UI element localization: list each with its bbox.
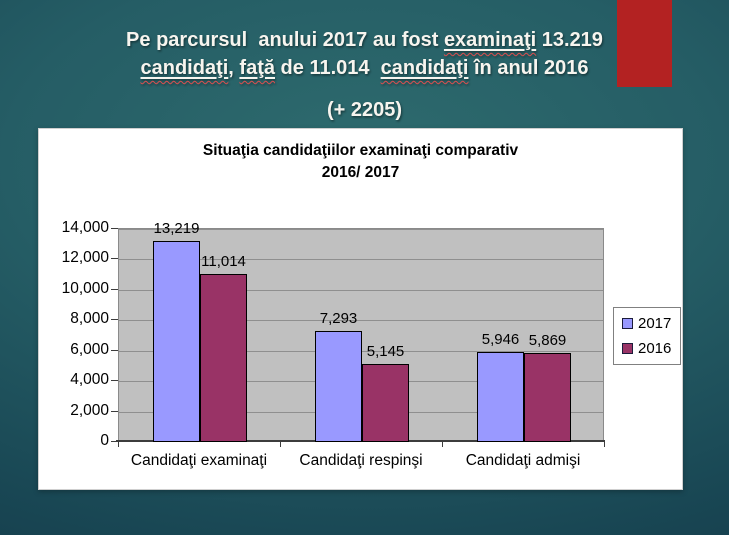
plot-area: 13,219 11,014 7,293 5,145 5,946 5,869 xyxy=(118,220,604,442)
heading-line-2: candidaţi, faţă de 11.014 candidaţi în a… xyxy=(140,57,589,79)
chart-title-line-1: Situaţia candidaţiilor examinaţi compara… xyxy=(202,142,519,159)
bar-2016-category-2 xyxy=(524,353,571,442)
y-tick-label: 8,000 xyxy=(70,310,109,327)
legend-swatch-2016 xyxy=(622,342,633,354)
x-tick-mark xyxy=(280,441,281,447)
bar-value-label: 5,946 xyxy=(481,331,520,348)
y-tick-label: 12,000 xyxy=(61,249,109,266)
x-tick-mark xyxy=(604,441,605,447)
bar-value-label: 13,219 xyxy=(153,220,200,237)
gridline xyxy=(119,320,603,321)
category-label: Candidaţi examinaţi xyxy=(130,452,268,469)
chart-panel: Situaţia candidaţiilor examinaţi compara… xyxy=(38,128,683,490)
y-tick-mark xyxy=(111,350,118,351)
chart-title-line-2: 2016/ 2017 xyxy=(321,164,400,181)
legend-item-2017: 2017 xyxy=(622,315,680,332)
underlined-word: examinaţi xyxy=(444,29,536,51)
bar-2017-category-1 xyxy=(315,331,362,442)
legend-item-2016: 2016 xyxy=(622,340,680,357)
underlined-word: faţă xyxy=(239,57,275,79)
y-tick-label: 6,000 xyxy=(70,341,109,358)
y-tick-label: 14,000 xyxy=(61,219,109,236)
spellcheck-wavy-underline: examinaţi xyxy=(443,29,537,51)
category-label: Candidaţi admişi xyxy=(465,452,581,469)
category-label: Candidaţi respinşi xyxy=(299,452,423,469)
slide-heading: Pe parcursul anului 2017 au fost examina… xyxy=(0,26,729,124)
y-tick-mark xyxy=(111,411,118,412)
y-tick-mark xyxy=(111,289,118,290)
gridline xyxy=(119,229,603,230)
x-tick-mark xyxy=(442,441,443,447)
bar-value-label: 5,145 xyxy=(366,343,405,360)
gridline xyxy=(119,290,603,291)
gridline xyxy=(119,259,603,260)
bar-2017-category-0 xyxy=(153,241,200,442)
bar-value-label: 11,014 xyxy=(201,253,246,270)
chart-title: Situaţia candidaţiilor examinaţi compara… xyxy=(39,140,682,184)
legend-label-2016: 2016 xyxy=(638,339,672,357)
bar-2017-category-2 xyxy=(477,352,524,442)
y-tick-mark xyxy=(111,258,118,259)
y-tick-mark xyxy=(111,228,118,229)
underlined-word: candidaţi xyxy=(381,57,469,79)
y-tick-label: 0 xyxy=(100,432,109,449)
chart-legend: 2017 2016 xyxy=(613,307,681,365)
spellcheck-wavy-underline: candidaţi xyxy=(140,57,229,79)
bar-value-label: 5,869 xyxy=(528,332,567,349)
underlined-word: candidaţi xyxy=(141,57,229,79)
red-accent-block xyxy=(617,0,672,87)
legend-label-2017: 2017 xyxy=(638,315,672,333)
y-tick-mark xyxy=(111,441,118,442)
bar-2016-category-0 xyxy=(200,274,247,442)
y-tick-label: 10,000 xyxy=(61,280,109,297)
y-tick-mark xyxy=(111,380,118,381)
y-tick-label: 4,000 xyxy=(70,371,109,388)
spellcheck-wavy-underline: faţă xyxy=(239,57,275,79)
x-tick-mark xyxy=(118,441,119,447)
bar-2016-category-1 xyxy=(362,364,409,442)
spellcheck-wavy-underline: candidaţi xyxy=(380,57,469,79)
y-tick-label: 2,000 xyxy=(70,402,109,419)
legend-swatch-2017 xyxy=(622,318,633,330)
y-tick-mark xyxy=(111,319,118,320)
heading-subtitle: (+ 2205) xyxy=(326,99,403,121)
heading-line-1: Pe parcursul anului 2017 au fost examina… xyxy=(126,29,603,51)
bar-value-label: 7,293 xyxy=(319,310,358,327)
